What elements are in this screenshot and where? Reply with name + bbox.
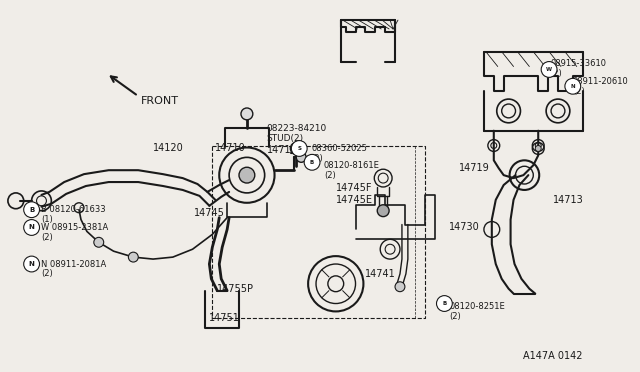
Text: 14120: 14120 <box>153 144 184 154</box>
Text: 14745E: 14745E <box>336 195 372 205</box>
Circle shape <box>436 296 452 311</box>
Circle shape <box>541 61 557 77</box>
Text: W: W <box>546 67 552 72</box>
Circle shape <box>296 153 306 162</box>
Text: 08911-20610: 08911-20610 <box>573 77 628 86</box>
Circle shape <box>24 219 40 235</box>
Text: N: N <box>29 224 35 231</box>
Circle shape <box>535 145 541 151</box>
Text: 08915-33610: 08915-33610 <box>550 59 606 68</box>
Text: (2): (2) <box>573 87 584 96</box>
Text: 14741: 14741 <box>365 269 396 279</box>
Text: B: B <box>442 301 447 306</box>
Text: 14713: 14713 <box>553 195 584 205</box>
Circle shape <box>241 108 253 120</box>
Text: STUD(2): STUD(2) <box>267 134 304 143</box>
Circle shape <box>377 205 389 217</box>
Text: 14719: 14719 <box>267 145 298 155</box>
Circle shape <box>304 154 320 170</box>
Text: (2): (2) <box>42 233 53 242</box>
Text: 14710: 14710 <box>215 144 246 154</box>
Text: N: N <box>570 84 575 89</box>
Text: (1): (1) <box>42 215 53 224</box>
Text: 08120-8161E: 08120-8161E <box>324 161 380 170</box>
Text: (2): (2) <box>449 312 461 321</box>
Text: (2): (2) <box>311 154 323 163</box>
Text: (2): (2) <box>550 69 562 78</box>
Text: 14730: 14730 <box>449 222 480 232</box>
Circle shape <box>291 141 307 156</box>
Text: B: B <box>29 207 34 213</box>
Text: S: S <box>297 146 301 151</box>
Circle shape <box>291 142 302 154</box>
Text: 08360-52025: 08360-52025 <box>311 144 367 153</box>
Text: 08120-8251E: 08120-8251E <box>449 302 505 311</box>
Text: FRONT: FRONT <box>141 96 179 106</box>
Text: 14751: 14751 <box>209 313 240 323</box>
Circle shape <box>24 256 40 272</box>
Text: N 08911-2081A: N 08911-2081A <box>42 260 107 269</box>
Text: B 08120-61633: B 08120-61633 <box>42 205 106 214</box>
Circle shape <box>395 282 405 292</box>
Circle shape <box>239 167 255 183</box>
Text: B: B <box>310 160 314 165</box>
Text: N: N <box>29 261 35 267</box>
Circle shape <box>129 252 138 262</box>
Text: (2): (2) <box>42 269 53 278</box>
Text: (2): (2) <box>324 171 335 180</box>
Circle shape <box>94 237 104 247</box>
Text: 14745: 14745 <box>193 208 225 218</box>
Circle shape <box>24 202 40 218</box>
Text: A147A 0142: A147A 0142 <box>523 351 582 361</box>
Text: 14719: 14719 <box>460 163 490 173</box>
Text: W 08915-2381A: W 08915-2381A <box>42 223 109 232</box>
Circle shape <box>565 78 580 94</box>
Text: 08223-84210: 08223-84210 <box>267 124 327 133</box>
Text: 14755P: 14755P <box>217 284 254 294</box>
Text: 14745F: 14745F <box>336 183 372 193</box>
